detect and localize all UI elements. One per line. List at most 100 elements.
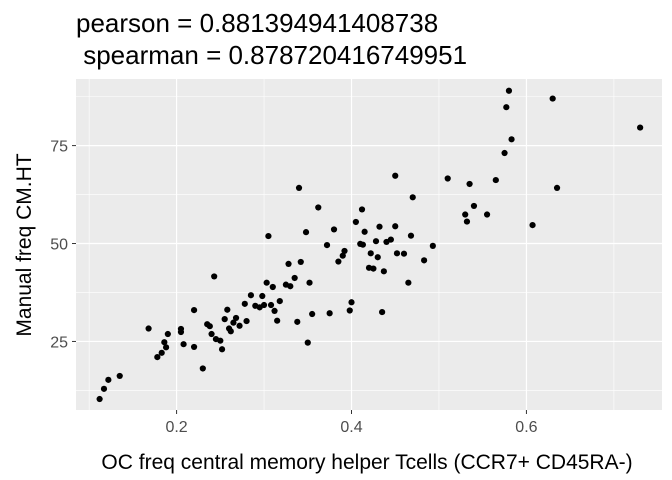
data-point bbox=[190, 307, 198, 314]
data-point bbox=[154, 354, 161, 361]
data-point bbox=[326, 310, 333, 317]
data-point bbox=[553, 184, 561, 191]
data-point bbox=[372, 238, 380, 245]
data-point bbox=[217, 337, 224, 344]
data-point bbox=[492, 176, 499, 184]
y-tick-label: 75 bbox=[50, 139, 68, 156]
plot-panel bbox=[76, 79, 662, 410]
data-point bbox=[361, 228, 368, 235]
data-point bbox=[463, 218, 471, 225]
data-point bbox=[352, 218, 359, 226]
data-point bbox=[503, 104, 510, 111]
data-point bbox=[405, 279, 412, 286]
data-point bbox=[400, 250, 408, 257]
data-point bbox=[370, 265, 377, 272]
data-point bbox=[429, 242, 436, 249]
data-points bbox=[96, 87, 644, 403]
data-point bbox=[291, 274, 298, 282]
data-point bbox=[380, 268, 387, 275]
data-point bbox=[230, 319, 237, 326]
data-point bbox=[508, 136, 515, 143]
data-point bbox=[263, 279, 270, 286]
data-point bbox=[199, 365, 206, 372]
x-tick-label: 0.6 bbox=[515, 419, 537, 436]
data-point bbox=[323, 241, 331, 249]
y-axis-title: Manual freq CM.HT bbox=[13, 153, 36, 336]
data-point bbox=[236, 322, 243, 329]
data-point bbox=[285, 260, 292, 267]
data-point bbox=[409, 194, 416, 201]
data-point bbox=[208, 330, 215, 338]
data-point bbox=[470, 202, 478, 210]
data-point bbox=[501, 149, 508, 157]
data-point bbox=[265, 232, 272, 240]
data-point bbox=[243, 317, 250, 325]
data-point bbox=[549, 95, 556, 102]
data-point bbox=[267, 301, 275, 309]
data-point bbox=[505, 87, 513, 94]
data-point bbox=[164, 330, 171, 338]
data-point bbox=[374, 254, 381, 261]
data-point bbox=[359, 241, 366, 248]
data-point bbox=[407, 232, 415, 239]
data-point bbox=[161, 339, 168, 346]
data-point bbox=[466, 180, 473, 188]
data-point bbox=[269, 283, 276, 291]
data-point bbox=[306, 279, 313, 286]
data-point bbox=[302, 229, 310, 236]
data-point bbox=[529, 222, 536, 229]
data-point bbox=[339, 252, 346, 259]
data-point bbox=[462, 211, 469, 218]
data-point bbox=[379, 308, 386, 316]
data-point bbox=[348, 299, 355, 306]
data-point bbox=[232, 314, 240, 322]
data-point bbox=[158, 349, 165, 356]
data-point bbox=[206, 323, 213, 330]
data-point bbox=[145, 325, 152, 332]
data-point bbox=[274, 317, 281, 324]
data-point bbox=[96, 395, 103, 403]
data-point bbox=[100, 385, 108, 392]
data-point bbox=[105, 376, 112, 383]
data-point bbox=[260, 301, 268, 309]
data-point bbox=[315, 204, 322, 211]
data-point bbox=[218, 346, 226, 353]
data-point bbox=[304, 339, 311, 346]
y-tick-label: 25 bbox=[50, 334, 68, 351]
data-point bbox=[241, 300, 248, 307]
x-tick-label: 0.4 bbox=[340, 419, 362, 436]
data-point bbox=[358, 206, 366, 213]
data-point bbox=[309, 310, 316, 318]
chart-title-line-1: pearson = 0.881394941408738 bbox=[76, 8, 438, 38]
data-point bbox=[346, 307, 353, 314]
data-point bbox=[297, 258, 304, 266]
data-point bbox=[637, 124, 644, 131]
grid-lines bbox=[76, 79, 662, 410]
data-point bbox=[287, 283, 294, 290]
data-point bbox=[247, 292, 255, 299]
data-point bbox=[393, 250, 401, 257]
data-point bbox=[227, 328, 234, 335]
data-point bbox=[259, 292, 266, 300]
data-point bbox=[483, 211, 491, 218]
data-point bbox=[271, 307, 278, 314]
x-tick-label: 0.2 bbox=[165, 419, 187, 436]
x-axis: 0.2 0.4 0.6 bbox=[165, 410, 538, 436]
data-point bbox=[162, 344, 170, 351]
data-point bbox=[180, 341, 187, 348]
data-point bbox=[392, 172, 399, 179]
data-point bbox=[221, 316, 228, 323]
data-point bbox=[367, 250, 374, 257]
data-point bbox=[335, 258, 342, 265]
data-point bbox=[444, 175, 451, 182]
data-point bbox=[224, 306, 231, 313]
data-point bbox=[294, 318, 301, 325]
data-point bbox=[330, 226, 338, 233]
data-point bbox=[392, 223, 399, 230]
data-point bbox=[387, 236, 394, 243]
data-point bbox=[295, 184, 303, 191]
data-point bbox=[341, 247, 348, 255]
y-tick-label: 50 bbox=[50, 237, 68, 254]
data-point bbox=[190, 343, 198, 351]
